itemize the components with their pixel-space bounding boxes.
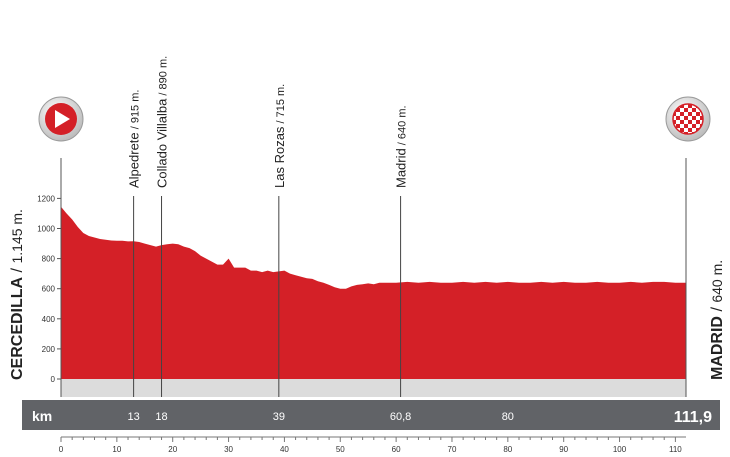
finish-altitude-label: 640 m. — [709, 260, 725, 303]
waypoint-name: Collado Villalba — [155, 98, 170, 188]
y-tick-label: 400 — [42, 315, 56, 324]
waypoint-altitude: / 915 m. — [130, 90, 142, 133]
y-tick-label: 1200 — [37, 194, 55, 203]
y-tick-label: 600 — [42, 285, 56, 294]
waypoint-altitude: / 890 m. — [158, 56, 170, 99]
y-tick-label: 800 — [42, 255, 56, 264]
x-tick-label: 10 — [112, 445, 121, 454]
km-bar-mark: 60,8 — [390, 411, 411, 423]
x-tick-label: 80 — [503, 445, 512, 454]
km-bar-mark: 39 — [273, 411, 285, 423]
waypoint-name: Las Rozas — [272, 126, 287, 188]
km-bar-mark: 80 — [502, 411, 514, 423]
waypoint-altitude: / 715 m. — [275, 84, 287, 127]
y-tick-label: 0 — [51, 375, 56, 384]
x-tick-label: 20 — [168, 445, 177, 454]
x-tick-label: 70 — [448, 445, 457, 454]
svg-text:CERCEDILLA / 1.1: CERCEDILLA / 1.145 m. — [9, 209, 26, 380]
waypoint-label: Collado Villalba / 890 m. — [155, 56, 170, 188]
waypoint-label: Las Rozas / 715 m. — [272, 84, 287, 188]
km-bar-mark: 18 — [155, 411, 167, 423]
y-tick-label: 1000 — [37, 225, 55, 234]
km-bar-mark: 13 — [127, 411, 139, 423]
start-town-label: CERCEDILLA — [9, 276, 26, 380]
x-tick-label: 40 — [280, 445, 289, 454]
km-bar-total: 111,9 — [674, 409, 712, 426]
start-icon — [38, 96, 84, 142]
finish-town-label: MADRID — [709, 316, 726, 380]
waypoint-altitude: / 640 m. — [397, 105, 409, 148]
waypoint-label: Madrid / 640 m. — [394, 105, 409, 188]
start-altitude-label: 1.145 m. — [9, 209, 25, 263]
ground-strip — [61, 379, 686, 397]
x-tick-label: 110 — [669, 445, 682, 454]
x-tick-label: 60 — [392, 445, 401, 454]
x-tick-label: 90 — [559, 445, 568, 454]
waypoint-name: Alpedrete — [127, 132, 142, 188]
elevation-profile-area — [61, 206, 686, 379]
x-tick-label: 50 — [336, 445, 345, 454]
x-tick-label: 0 — [59, 445, 64, 454]
finish-flag-icon — [665, 96, 711, 142]
y-tick-label: 200 — [42, 345, 56, 354]
svg-text:MADRID / 640 m.: MADRID / 640 m. — [709, 260, 726, 380]
km-bar: km 13 18 39 60,8 80 111,9 — [22, 400, 720, 430]
km-bar-label: km — [32, 408, 52, 424]
x-tick-label: 30 — [224, 445, 233, 454]
waypoint-label: Alpedrete / 915 m. — [127, 90, 142, 188]
waypoint-name: Madrid — [394, 148, 409, 188]
x-tick-label: 100 — [613, 445, 627, 454]
